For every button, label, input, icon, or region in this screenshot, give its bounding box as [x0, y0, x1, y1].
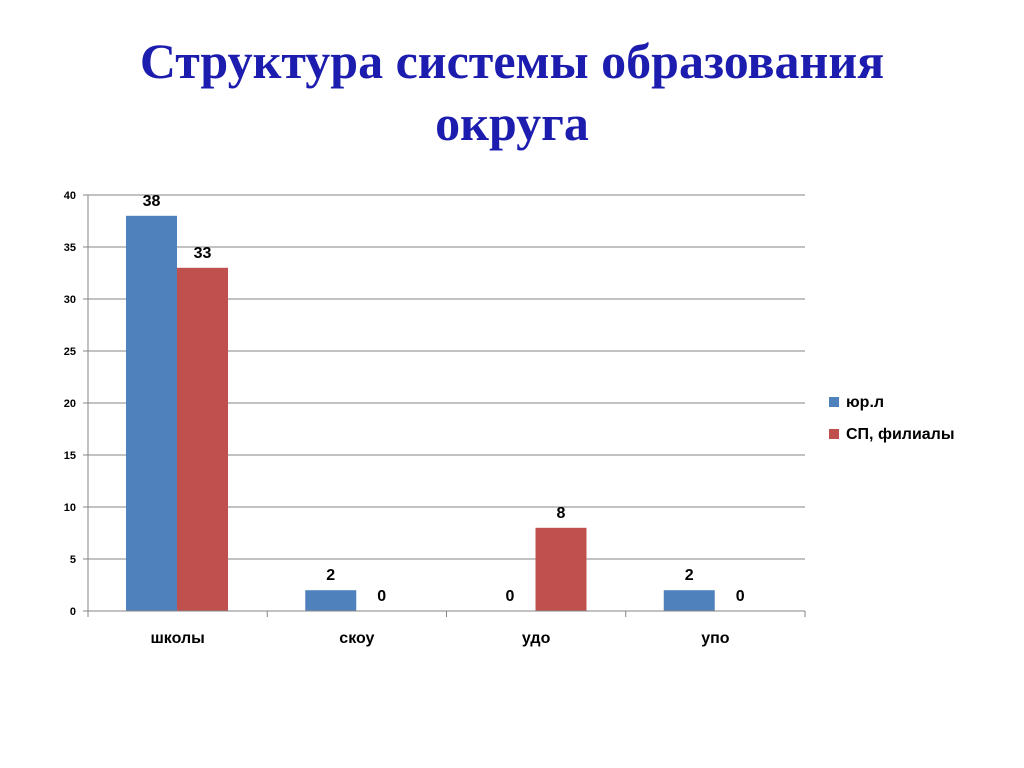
legend-label: СП, филиалы [846, 426, 955, 443]
data-label: 0 [736, 588, 745, 605]
category-label: удо [522, 630, 551, 647]
y-tick-label: 20 [64, 398, 76, 410]
data-label: 0 [506, 588, 515, 605]
y-tick-label: 5 [70, 554, 76, 566]
slide-title-line-1: Структура системы образования [139, 33, 885, 89]
category-label: упо [701, 630, 730, 647]
data-label: 2 [326, 567, 335, 584]
y-tick-label: 40 [64, 190, 76, 202]
data-label: 38 [143, 193, 161, 210]
slide-title-line-2: округа [435, 95, 589, 151]
slide-title: Структура системы образования округа [40, 30, 984, 154]
data-label: 0 [377, 588, 386, 605]
y-tick-label: 0 [70, 606, 76, 618]
legend-swatch [829, 397, 839, 407]
legend-label: юр.л [846, 394, 884, 411]
legend-swatch [829, 429, 839, 439]
category-label: школы [150, 630, 204, 647]
data-label: 2 [685, 567, 694, 584]
data-label: 33 [194, 245, 212, 262]
bar-series-2 [177, 267, 228, 611]
data-label: 8 [557, 505, 566, 522]
y-tick-label: 15 [64, 450, 76, 462]
bar-series-1 [305, 590, 357, 611]
y-tick-label: 25 [64, 346, 76, 358]
bar-series-2 [535, 527, 587, 611]
y-tick-label: 10 [64, 502, 76, 514]
y-tick-label: 35 [64, 242, 76, 254]
bar-series-1 [663, 590, 715, 611]
y-tick-label: 30 [64, 294, 76, 306]
bar-series-1 [126, 215, 177, 612]
category-label: скоу [339, 630, 374, 647]
